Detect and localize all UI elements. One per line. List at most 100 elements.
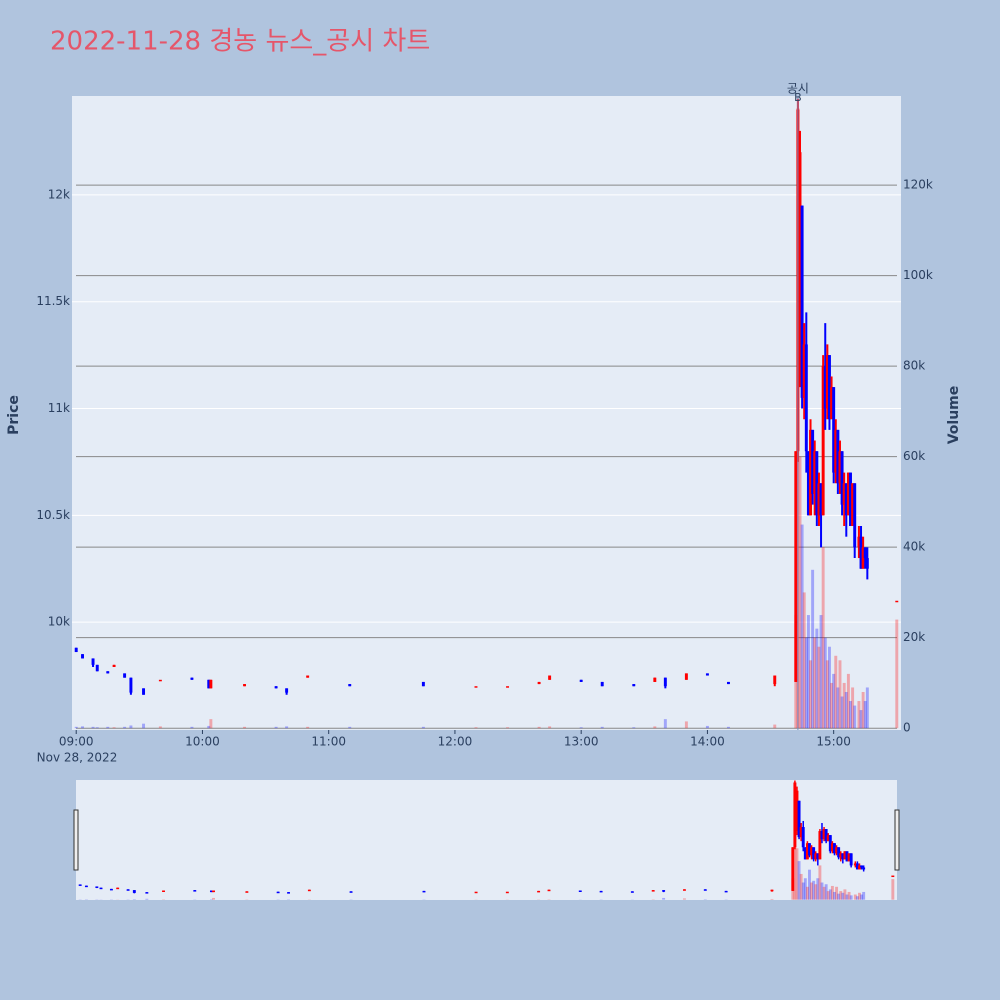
x-tick-label: 12:00: [438, 735, 473, 749]
candle-body: [600, 681, 604, 687]
candle-body: [651, 890, 655, 892]
y2-tick-label: 120k: [903, 178, 933, 192]
candle-body: [891, 875, 895, 878]
candle-body: [682, 889, 686, 891]
volume-bar: [825, 660, 829, 729]
candle-body: [806, 451, 810, 516]
y2-axis-title: Volume: [946, 386, 962, 445]
candle-body: [276, 891, 280, 894]
candle-body: [837, 847, 841, 858]
volume-bar: [817, 646, 821, 729]
volume-bar: [129, 725, 133, 729]
candle-body: [537, 890, 541, 893]
volume-bar: [474, 727, 478, 729]
candle-body: [839, 853, 843, 858]
candle-body: [895, 600, 899, 603]
candle-body: [847, 853, 851, 862]
candle-body: [705, 673, 709, 676]
candle-body: [823, 365, 827, 409]
candle-body: [78, 884, 82, 886]
volume-bar: [682, 898, 686, 900]
x-axis-sublabel: Nov 28, 2022: [37, 751, 118, 765]
candle-body: [838, 451, 842, 484]
volume-bar: [842, 682, 846, 729]
candle-body: [703, 889, 707, 891]
candle-body: [820, 831, 824, 840]
candle-body: [862, 867, 866, 870]
volume-bar: [579, 727, 583, 729]
candle-body: [804, 344, 808, 452]
candle-body: [832, 387, 836, 473]
volume-bar: [653, 726, 657, 729]
volume-bar: [814, 884, 818, 900]
volume-bar: [123, 726, 127, 729]
candle-body: [684, 673, 688, 680]
candle-body: [474, 686, 478, 688]
volume-bar: [824, 884, 828, 900]
volume-bar: [845, 894, 849, 900]
x-tick-label: 11:00: [311, 735, 346, 749]
volume-bar: [632, 727, 636, 729]
volume-bar: [835, 886, 839, 900]
candle-body: [162, 890, 165, 892]
candle-body: [849, 853, 853, 866]
volume-bar: [849, 701, 852, 729]
volume-bar: [841, 892, 845, 900]
candle-body: [830, 843, 834, 852]
volume-bar: [818, 865, 822, 900]
candle-body: [808, 843, 811, 856]
candle-body: [843, 851, 847, 860]
candle-body: [853, 863, 857, 866]
chart-title: 2022-11-28 경농 뉴스_공시 차트: [50, 27, 430, 57]
volume-bar: [91, 726, 95, 729]
candle-body: [599, 890, 603, 893]
candle-body: [724, 890, 728, 893]
candle-body: [803, 847, 807, 860]
volume-bar: [823, 637, 827, 729]
volume-bar: [112, 727, 116, 729]
volume-bar: [421, 726, 425, 729]
volume-bar: [812, 880, 816, 900]
volume-bar: [726, 726, 730, 729]
candle-body: [797, 800, 801, 838]
volume-bar: [840, 696, 844, 729]
rangeslider-handle[interactable]: [894, 809, 900, 871]
candle-body: [307, 889, 311, 892]
candle-body: [795, 790, 799, 832]
candle-body: [578, 890, 582, 892]
rangeslider-handle[interactable]: [73, 809, 79, 871]
volume-bar: [803, 878, 807, 900]
candle-body: [849, 472, 852, 527]
volume-bar: [853, 894, 857, 900]
candle-body: [285, 688, 289, 693]
candle-body: [109, 888, 113, 891]
candle-body: [209, 679, 213, 689]
candle-body: [860, 865, 864, 868]
volume-bar: [810, 882, 814, 900]
y2-tick-label: 20k: [903, 630, 925, 644]
volume-bar: [806, 615, 810, 729]
candle-body: [853, 483, 857, 548]
y-tick-label: 11.5k: [36, 294, 70, 308]
volume-bar: [834, 655, 838, 729]
volume-bar: [837, 893, 841, 900]
candle-body: [112, 664, 116, 667]
candle-body: [801, 827, 805, 848]
volume-bar: [285, 726, 289, 729]
volume-bar: [190, 726, 194, 729]
y2-tick-label: 100k: [903, 268, 933, 282]
candle-body: [505, 891, 509, 894]
candle-body: [95, 664, 99, 672]
volume-bar: [895, 619, 899, 729]
candle-body: [799, 827, 803, 838]
candle-body: [841, 853, 845, 860]
volume-bar: [836, 687, 840, 729]
candle-body: [828, 835, 832, 852]
candle-body: [819, 483, 823, 516]
volume-bar: [811, 569, 815, 729]
candle-body: [190, 677, 194, 680]
candle-body: [142, 688, 146, 695]
volume-bar: [158, 726, 162, 729]
candle-body: [791, 847, 795, 891]
candle-body: [193, 890, 197, 892]
